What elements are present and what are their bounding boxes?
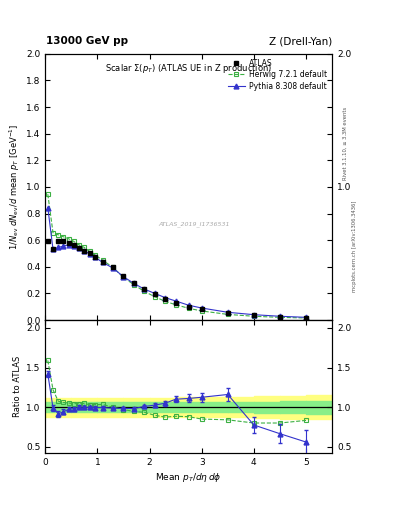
Herwig 7.2.1 default	[56, 232, 61, 238]
Text: Z (Drell-Yan): Z (Drell-Yan)	[269, 36, 332, 46]
Pythia 8.308 default	[51, 246, 55, 252]
Pythia 8.308 default	[77, 245, 81, 251]
Pythia 8.308 default	[46, 204, 50, 210]
Herwig 7.2.1 default	[61, 233, 66, 240]
Line: Pythia 8.308 default: Pythia 8.308 default	[45, 205, 309, 320]
Pythia 8.308 default	[252, 312, 256, 318]
Pythia 8.308 default	[173, 298, 178, 304]
Text: Scalar $\Sigma(p_T)$ (ATLAS UE in Z production): Scalar $\Sigma(p_T)$ (ATLAS UE in Z prod…	[105, 62, 272, 75]
Pythia 8.308 default	[92, 254, 97, 260]
Herwig 7.2.1 default	[77, 242, 81, 248]
Pythia 8.308 default	[186, 302, 191, 308]
Pythia 8.308 default	[61, 243, 66, 249]
Pythia 8.308 default	[277, 313, 282, 319]
Pythia 8.308 default	[121, 273, 126, 280]
Pythia 8.308 default	[304, 314, 309, 321]
Herwig 7.2.1 default	[304, 315, 309, 321]
Text: mcplots.cern.ch [arXiv:1306.3436]: mcplots.cern.ch [arXiv:1306.3436]	[352, 200, 357, 291]
Herwig 7.2.1 default	[252, 313, 256, 319]
Herwig 7.2.1 default	[163, 298, 167, 305]
Pythia 8.308 default	[142, 286, 147, 292]
Pythia 8.308 default	[152, 290, 157, 296]
Herwig 7.2.1 default	[92, 252, 97, 258]
Pythia 8.308 default	[72, 243, 76, 249]
Y-axis label: Ratio to ATLAS: Ratio to ATLAS	[13, 356, 22, 417]
Text: ATLAS_2019_I1736531: ATLAS_2019_I1736531	[159, 221, 230, 227]
Herwig 7.2.1 default	[186, 305, 191, 311]
Herwig 7.2.1 default	[87, 248, 92, 254]
Herwig 7.2.1 default	[46, 191, 50, 197]
Y-axis label: $1/N_{\rm ev}$ $dN_{\rm ev}/d$ mean $p_T$ [GeV$^{-1}$]: $1/N_{\rm ev}$ $dN_{\rm ev}/d$ mean $p_T…	[7, 123, 22, 250]
Pythia 8.308 default	[111, 265, 116, 271]
Herwig 7.2.1 default	[100, 257, 105, 263]
Line: Herwig 7.2.1 default: Herwig 7.2.1 default	[45, 192, 309, 321]
Text: 13000 GeV pp: 13000 GeV pp	[46, 36, 129, 46]
Pythia 8.308 default	[132, 281, 136, 287]
Herwig 7.2.1 default	[51, 230, 55, 236]
Herwig 7.2.1 default	[111, 264, 116, 270]
Text: Rivet 3.1.10, ≥ 3.3M events: Rivet 3.1.10, ≥ 3.3M events	[343, 106, 348, 180]
Pythia 8.308 default	[100, 259, 105, 265]
Herwig 7.2.1 default	[66, 236, 71, 242]
Pythia 8.308 default	[82, 248, 87, 254]
Legend: ATLAS, Herwig 7.2.1 default, Pythia 8.308 default: ATLAS, Herwig 7.2.1 default, Pythia 8.30…	[226, 57, 328, 92]
Herwig 7.2.1 default	[132, 282, 136, 288]
Pythia 8.308 default	[66, 242, 71, 248]
Pythia 8.308 default	[87, 251, 92, 257]
Pythia 8.308 default	[163, 294, 167, 301]
Herwig 7.2.1 default	[226, 311, 230, 317]
Pythia 8.308 default	[199, 305, 204, 311]
Herwig 7.2.1 default	[199, 308, 204, 314]
Herwig 7.2.1 default	[277, 314, 282, 321]
Herwig 7.2.1 default	[72, 239, 76, 245]
Herwig 7.2.1 default	[173, 302, 178, 308]
Herwig 7.2.1 default	[121, 274, 126, 281]
Pythia 8.308 default	[56, 244, 61, 250]
Herwig 7.2.1 default	[152, 294, 157, 300]
Herwig 7.2.1 default	[82, 244, 87, 250]
Herwig 7.2.1 default	[142, 288, 147, 294]
Pythia 8.308 default	[226, 309, 230, 315]
X-axis label: Mean $p_T/d\eta\,d\phi$: Mean $p_T/d\eta\,d\phi$	[155, 471, 222, 484]
